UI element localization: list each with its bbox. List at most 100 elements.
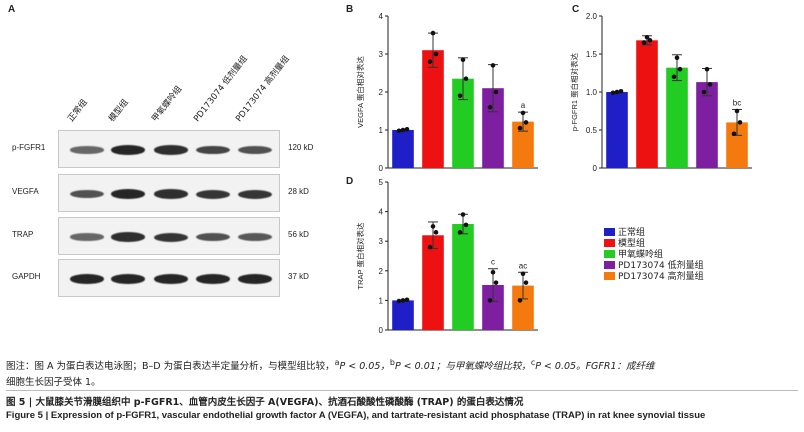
y-tick-label: 3 (379, 50, 384, 59)
blot-band (70, 233, 104, 241)
blot-band (111, 274, 145, 284)
bar (392, 300, 414, 330)
panel-d-letter: D (346, 176, 354, 187)
protein-label: p-FGFR1 (12, 143, 46, 152)
bar (452, 224, 474, 330)
data-point (433, 230, 439, 235)
data-point (671, 74, 677, 80)
blot-band (196, 189, 230, 199)
bar (422, 50, 444, 169)
y-tick-label: 4 (379, 12, 384, 21)
data-point (457, 230, 463, 235)
panel-a-letter: A (8, 4, 16, 15)
data-point (707, 82, 713, 87)
note-p3: P < 0.05。FGFR1：成纤维 (535, 361, 655, 373)
data-point (460, 57, 466, 62)
data-point (644, 34, 650, 40)
y-axis-label: VEGFA 蛋白相对表达 (355, 56, 365, 128)
legend-label: 正常组 (618, 228, 646, 238)
bar (696, 82, 718, 168)
figure-note-line2: 细胞生长因子受体 1。 (6, 377, 101, 388)
panel-c-letter: C (572, 4, 580, 15)
bar (392, 130, 414, 168)
bar (482, 88, 504, 168)
data-point (520, 110, 526, 116)
bar (512, 121, 534, 168)
note-p2: P < 0.01；与甲氧蝶呤组比较， (394, 361, 531, 373)
blot-band (238, 189, 272, 199)
data-point (523, 280, 529, 285)
bar (452, 78, 474, 168)
data-point (430, 224, 436, 229)
bar (422, 235, 444, 330)
blot-band (238, 274, 272, 284)
y-tick-label: 4 (379, 208, 384, 217)
kd-label: 28 kD (288, 187, 309, 196)
data-point (460, 212, 466, 217)
significance-label: a (521, 101, 526, 110)
kd-label: 37 kD (288, 272, 309, 281)
data-point (396, 128, 402, 134)
data-point (614, 89, 620, 95)
blot-band (70, 274, 104, 284)
kd-label: 120 kD (288, 143, 314, 152)
blot-band (154, 274, 188, 284)
blot-band (70, 146, 104, 154)
legend-label: 甲氧蝶呤组 (618, 250, 664, 260)
data-point (400, 127, 406, 133)
figure-note: 图注：图 A 为蛋白表达电泳图；B–D 为蛋白表达半定量分析，与模型组比较，aP… (6, 358, 655, 372)
y-tick-label: 3 (379, 237, 384, 246)
y-tick-label: 1 (379, 126, 384, 135)
y-axis-label: TRAP 蛋白相对表达 (355, 222, 365, 289)
figure-title-en: Figure 5 | Expression of p-FGFR1, vascul… (6, 410, 706, 421)
data-point (701, 89, 707, 95)
chart-legend: 正常组 模型组 甲氧蝶呤组 PD173074 低剂量组 PD173074 高剂量组 (604, 226, 704, 282)
data-point (400, 298, 406, 303)
data-point (493, 280, 499, 285)
data-point (641, 40, 647, 45)
legend-item: 甲氧蝶呤组 (604, 248, 704, 260)
legend-item: PD173074 高剂量组 (604, 270, 704, 282)
data-point (704, 66, 710, 72)
pfgfr1-bar-chart: 0 0.5 1.0 1.5 2.0 p-FGFR1 蛋白相对表达 bc (570, 12, 752, 173)
y-tick-label: 2 (379, 267, 384, 276)
note-sup-b: b (389, 358, 395, 367)
data-point (737, 120, 743, 125)
data-point (677, 66, 683, 72)
y-tick-label: 1.0 (586, 88, 598, 97)
blot-band (111, 145, 145, 155)
blot-band (154, 189, 188, 199)
legend-item: 正常组 (604, 226, 704, 238)
panel-b-letter: B (346, 4, 354, 15)
bar (636, 40, 658, 168)
data-point (490, 269, 496, 275)
legend-swatch (604, 238, 615, 247)
significance-label: c (491, 258, 495, 267)
blot-band (238, 146, 272, 154)
data-point (463, 222, 469, 228)
data-point (396, 298, 402, 304)
protein-label: VEGFA (12, 187, 39, 196)
data-point (430, 30, 436, 36)
data-point (487, 104, 493, 110)
blot-band (70, 190, 104, 198)
blot-band (238, 233, 272, 241)
data-point (427, 59, 433, 64)
legend-swatch (604, 227, 615, 236)
trap-bar-chart: 0 1 2 3 4 5 TRAP 蛋白相对表达 c ac (355, 178, 538, 335)
data-point (647, 38, 653, 43)
blot-strip-trap (58, 217, 280, 255)
blot-band (111, 232, 145, 242)
vegfa-bar-chart: 0 1 2 3 4 VEGFA 蛋白相对表达 a (355, 12, 538, 173)
bar (482, 285, 504, 330)
significance-label: bc (733, 98, 741, 107)
data-point (517, 125, 523, 131)
data-point (493, 89, 499, 95)
data-point (487, 298, 493, 303)
legend-label: 模型组 (618, 239, 646, 249)
y-tick-label: 1 (379, 296, 384, 305)
data-point (517, 298, 523, 303)
significance-label: ac (519, 261, 527, 270)
note-text: 图注：图 A 为蛋白表达电泳图；B–D 为蛋白表达半定量分析，与模型组比较， (6, 361, 335, 373)
y-tick-label: 0 (593, 164, 598, 173)
